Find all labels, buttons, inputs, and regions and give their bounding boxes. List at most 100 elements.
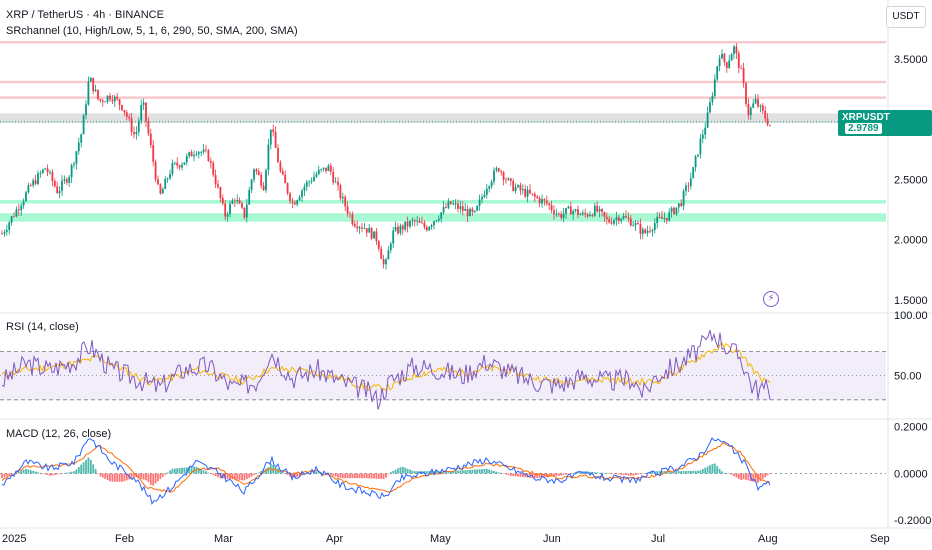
indicator-legend[interactable]: SRchannel (10, High/Low, 5, 1, 6, 290, 5… <box>6 25 298 37</box>
macd-histogram-bar <box>193 466 195 474</box>
candle-body <box>221 198 224 204</box>
candle-body <box>322 167 325 170</box>
macd-histogram-bar <box>65 472 68 474</box>
macd-histogram-bar <box>346 473 349 479</box>
candle-body <box>469 208 471 217</box>
candle-body <box>596 205 599 212</box>
candle-body <box>538 198 541 204</box>
candle-body <box>661 216 663 219</box>
candle-body <box>689 178 692 187</box>
macd-histogram-bar <box>680 471 683 474</box>
candle-body <box>605 216 608 220</box>
macd-histogram-bar <box>711 463 714 474</box>
candle-body <box>248 190 251 205</box>
macd-histogram-bar <box>375 473 378 479</box>
macd-histogram-bar <box>701 469 704 474</box>
macd-histogram-bar <box>485 468 488 474</box>
candle-body <box>723 53 726 63</box>
macd-histogram-bar <box>541 473 543 478</box>
macd-histogram-bar <box>113 473 116 482</box>
sr-channel-resistance <box>0 96 886 99</box>
candle-body <box>279 162 282 172</box>
macd-histogram-bar <box>569 473 572 474</box>
macd-histogram-bar <box>173 468 176 474</box>
candle-body <box>344 196 347 207</box>
candle-body <box>653 223 656 231</box>
candle-body <box>514 187 517 191</box>
candle-body <box>346 206 349 214</box>
macd-histogram-bar <box>685 471 687 474</box>
macd-histogram-bar <box>517 473 519 477</box>
macd-histogram-bar <box>497 472 500 474</box>
candle-body <box>409 221 411 227</box>
macd-legend[interactable]: MACD (12, 26, close) <box>6 428 112 440</box>
macd-histogram-bar <box>92 464 95 474</box>
macd-histogram-bar <box>274 466 277 474</box>
lightning-icon[interactable]: ⚡ <box>763 291 779 307</box>
candle-body <box>145 102 147 122</box>
macd-histogram-bar <box>425 471 428 474</box>
candle-body <box>305 181 308 187</box>
candle-body <box>27 185 30 193</box>
price-tick-label: 2.0000 <box>894 235 928 247</box>
macd-histogram-bar <box>716 466 719 474</box>
rsi-legend[interactable]: RSI (14, close) <box>6 321 79 333</box>
candle-body <box>769 124 771 126</box>
macd-histogram-bar <box>32 470 35 474</box>
candle-body <box>313 176 315 182</box>
macd-histogram-bar <box>185 467 188 474</box>
macd-histogram-bar <box>22 469 25 474</box>
candle-body <box>142 102 145 106</box>
candle-body <box>99 99 102 101</box>
macd-histogram-bar <box>620 473 623 475</box>
candle-body <box>500 171 503 173</box>
macd-histogram-bar <box>399 467 402 474</box>
candle-body <box>677 203 680 208</box>
candle-body <box>334 181 337 183</box>
candle-body <box>505 179 507 181</box>
price-tag-value: 2.9789 <box>845 123 882 134</box>
time-tick-label: Feb <box>115 533 134 545</box>
candle-body <box>329 165 332 172</box>
candle-body <box>51 171 54 182</box>
candle-body <box>663 217 666 219</box>
macd-histogram-bar <box>145 473 147 481</box>
candle-body <box>315 174 318 177</box>
candle-body <box>593 205 596 216</box>
candle-body <box>435 220 438 222</box>
macd-histogram-bar <box>495 471 498 474</box>
candle-body <box>452 203 455 205</box>
candle-body <box>687 185 690 187</box>
candle-body <box>404 221 407 230</box>
currency-selector[interactable]: USDT <box>886 6 926 28</box>
candle-body <box>13 216 15 218</box>
macd-histogram-bar <box>625 473 627 476</box>
candle-body <box>622 216 625 219</box>
candle-body <box>298 197 301 201</box>
candle-body <box>694 156 697 168</box>
symbol-price-tag: XRPUSDT 2.9789 <box>838 110 932 136</box>
candle-body <box>250 179 253 191</box>
macd-histogram-bar <box>644 473 647 474</box>
candle-body <box>673 207 675 215</box>
macd-histogram-bar <box>365 473 368 479</box>
macd-histogram-bar <box>245 473 248 480</box>
macd-histogram-bar <box>63 473 66 474</box>
macd-histogram-bar <box>87 457 90 474</box>
macd-histogram-bar <box>706 466 709 474</box>
macd-histogram-bar <box>243 473 246 481</box>
candle-body <box>164 178 167 190</box>
macd-histogram-bar <box>538 473 541 478</box>
macd-histogram-bar <box>44 473 47 475</box>
macd-histogram-bar <box>709 465 711 474</box>
macd-histogram-bar <box>329 473 332 476</box>
candle-body <box>101 100 104 102</box>
price-tick-label: 1.5000 <box>894 295 928 307</box>
macd-histogram-bar <box>281 471 284 474</box>
candle-body <box>608 219 611 223</box>
macd-histogram-bar <box>742 473 745 480</box>
candle-body <box>656 216 659 224</box>
macd-histogram-bar <box>505 473 507 475</box>
macd-histogram-bar <box>361 473 363 479</box>
